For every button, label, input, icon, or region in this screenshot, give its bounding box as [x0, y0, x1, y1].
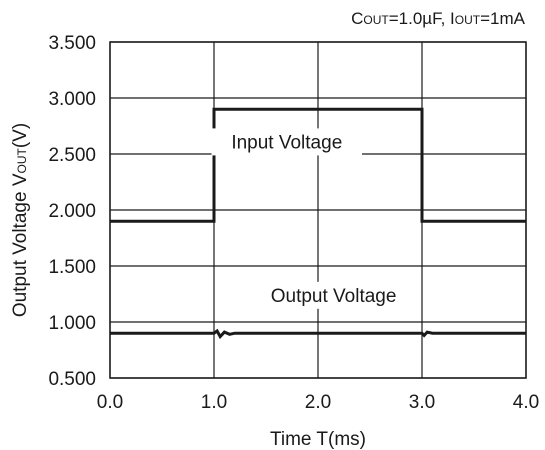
y-axis-title: Output Voltage VOUT(V): [10, 123, 31, 317]
y-tick-label: 2.500: [48, 145, 96, 166]
series-annotation: Output Voltage: [271, 286, 397, 307]
annotation-backdrop: [253, 281, 415, 309]
y-tick-label: 1.000: [48, 313, 96, 334]
x-tick-label: 1.0: [201, 392, 227, 413]
input-voltage-line: [110, 107, 526, 223]
annotation-backdrop: [211, 128, 363, 156]
x-tick-label: 0.0: [97, 392, 123, 413]
x-tick-label: 3.0: [409, 392, 435, 413]
conditions-label: COUT=1.0µF, IOUT=1mA: [351, 9, 526, 28]
y-tick-label: 3.500: [48, 33, 96, 54]
tick-labels: 0.500 1.000 1.500 2.000 2.500 3.000 3.500 0.0 1.…: [48, 33, 539, 413]
grid: [109, 41, 527, 379]
x-axis-title: Time T(ms): [270, 429, 366, 450]
x-tick-label: 2.0: [305, 392, 331, 413]
plot-frame: [109, 41, 527, 379]
series-lines: [110, 107, 526, 340]
y-tick-label: 3.000: [48, 89, 96, 110]
output-voltage-line: [110, 328, 526, 340]
y-tick-label: 0.500: [48, 369, 96, 390]
y-tick-label: 2.000: [48, 201, 96, 222]
series-annotation: Input Voltage: [231, 132, 342, 153]
annotations: Input Voltage Output Voltage: [211, 128, 415, 309]
x-tick-label: 4.0: [513, 392, 539, 413]
y-tick-label: 1.500: [48, 257, 96, 278]
